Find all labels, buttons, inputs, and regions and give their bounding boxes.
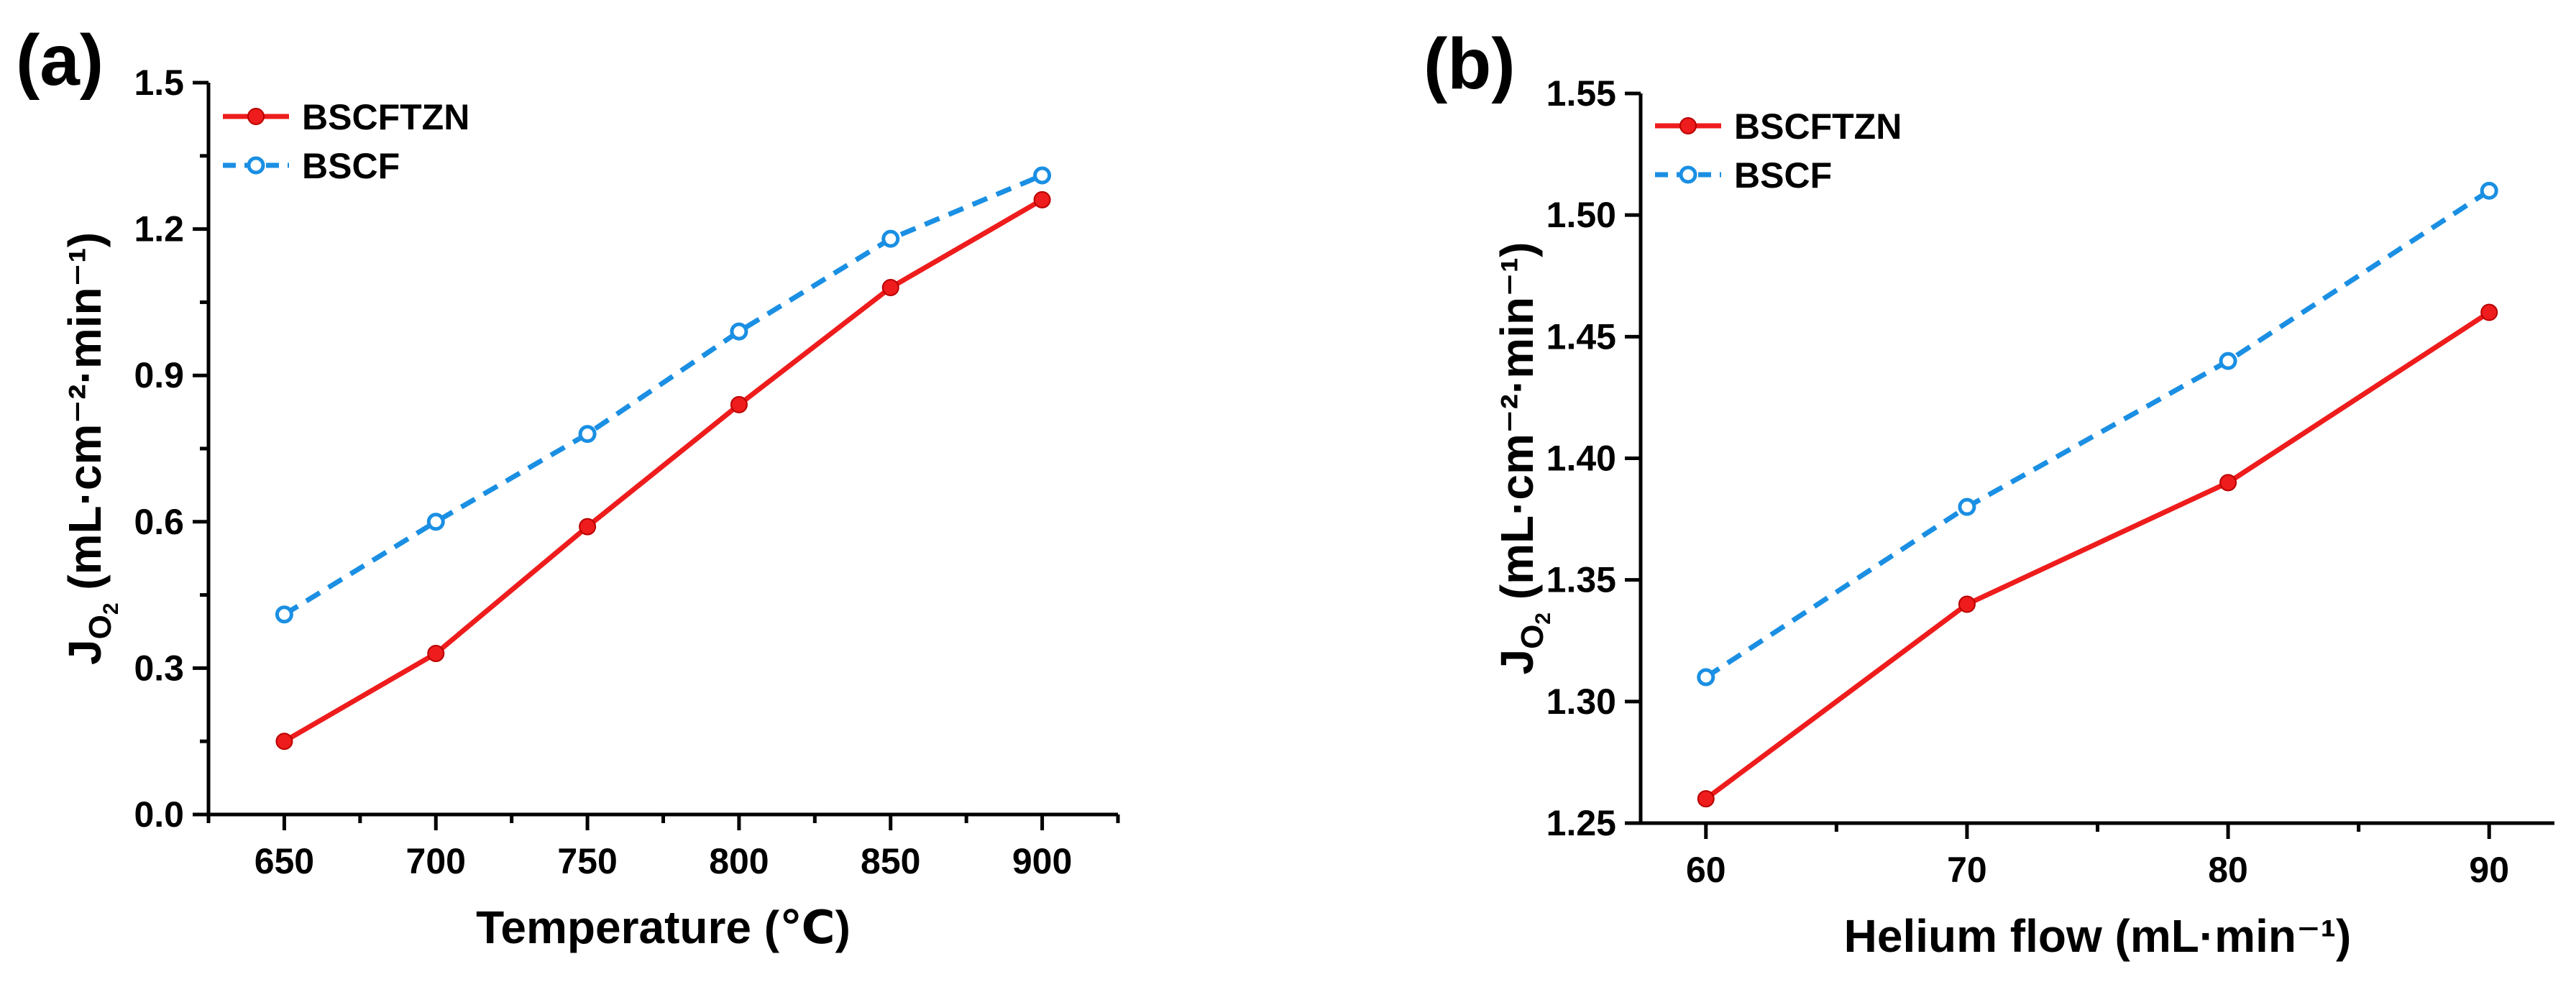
x-tick-label: 850 — [861, 841, 920, 881]
x-axis-title: Helium flow (mL·min⁻¹) — [1844, 910, 2352, 962]
data-point — [579, 518, 597, 536]
data-point — [730, 322, 748, 341]
legend-marker — [1679, 165, 1697, 184]
series-line — [283, 197, 1044, 744]
series-bscftzn — [275, 191, 1051, 751]
x-axis-title: Temperature (℃) — [476, 901, 851, 953]
legend-marker — [247, 108, 265, 125]
legend-marker — [247, 156, 265, 175]
series-bscftzn — [1697, 303, 2498, 808]
series-line — [1704, 188, 2491, 679]
series-line — [283, 173, 1043, 617]
y-axis-title: JO2 (mL·cm⁻²·min⁻¹) — [59, 232, 123, 665]
y-tick-label: 1.45 — [1546, 316, 1616, 357]
y-tick-label: 0.6 — [134, 502, 184, 542]
legend-entry: BSCFTZN — [1655, 106, 1902, 147]
data-point — [2219, 474, 2237, 492]
y-tick-label: 1.2 — [134, 209, 184, 249]
panel-b: (b) 60 70 80 90 1.25 1.30 1.35 1.40 1.45 1.50 1.55 H… — [1424, 24, 2554, 962]
x-tick-label: 60 — [1686, 850, 1726, 890]
data-point — [1958, 497, 1976, 516]
data-point — [426, 513, 445, 531]
y-tick-label: 1.5 — [134, 63, 184, 103]
legend-label: BSCFTZN — [302, 97, 469, 137]
data-point — [1033, 191, 1051, 208]
data-point — [578, 425, 597, 444]
data-point — [730, 395, 748, 413]
y-tick-label: 1.50 — [1546, 195, 1616, 235]
data-point — [881, 279, 899, 297]
y-tick-label: 0.3 — [134, 648, 184, 688]
data-point — [275, 733, 293, 751]
y-tick-label: 1.40 — [1546, 439, 1616, 479]
panel-a: (a) 650 700 750 800 850 900 0.0 0.3 0.6 0.9 1.2 1.5 T… — [16, 20, 1120, 953]
data-point — [2480, 181, 2498, 200]
legend-label: BSCF — [1734, 155, 1832, 196]
x-tick-label: 80 — [2208, 850, 2248, 890]
panel-label: (b) — [1424, 24, 1516, 104]
y-tick-label: 1.30 — [1546, 682, 1616, 722]
y-tick-label: 1.55 — [1546, 73, 1616, 114]
x-tick-label: 90 — [2469, 850, 2509, 890]
x-tick-label: 900 — [1012, 841, 1072, 881]
data-point — [2219, 352, 2237, 370]
y-axis-title: JO2 (mL·cm⁻²·min⁻¹) — [1491, 242, 1555, 674]
data-point — [2480, 303, 2498, 321]
y-tick-label: 0.9 — [134, 355, 184, 395]
legend-entry: BSCFTZN — [223, 97, 469, 137]
legend-label: BSCF — [302, 146, 400, 186]
series-line — [1704, 310, 2491, 801]
x-tick-label: 70 — [1947, 850, 1987, 890]
data-point — [275, 605, 293, 624]
y-tick-label: 1.35 — [1546, 560, 1616, 600]
legend-marker — [1679, 117, 1697, 134]
x-tick-label: 800 — [709, 841, 769, 881]
x-tick-label: 650 — [255, 841, 314, 881]
data-point — [881, 229, 900, 248]
legend-entry: BSCF — [1655, 155, 1832, 196]
series-bscf — [275, 166, 1052, 624]
data-point — [1697, 668, 1715, 687]
x-tick-label: 750 — [557, 841, 617, 881]
legend-label: BSCFTZN — [1734, 106, 1902, 147]
data-point — [1033, 166, 1052, 185]
y-tick-label: 1.25 — [1546, 803, 1616, 843]
data-point — [1958, 595, 1976, 613]
legend-entry: BSCF — [223, 146, 400, 186]
data-point — [427, 645, 445, 663]
data-point — [1697, 790, 1715, 808]
panel-label: (a) — [16, 20, 104, 101]
x-tick-label: 700 — [406, 841, 466, 881]
series-bscf — [1697, 181, 2498, 687]
y-tick-label: 0.0 — [134, 794, 184, 835]
